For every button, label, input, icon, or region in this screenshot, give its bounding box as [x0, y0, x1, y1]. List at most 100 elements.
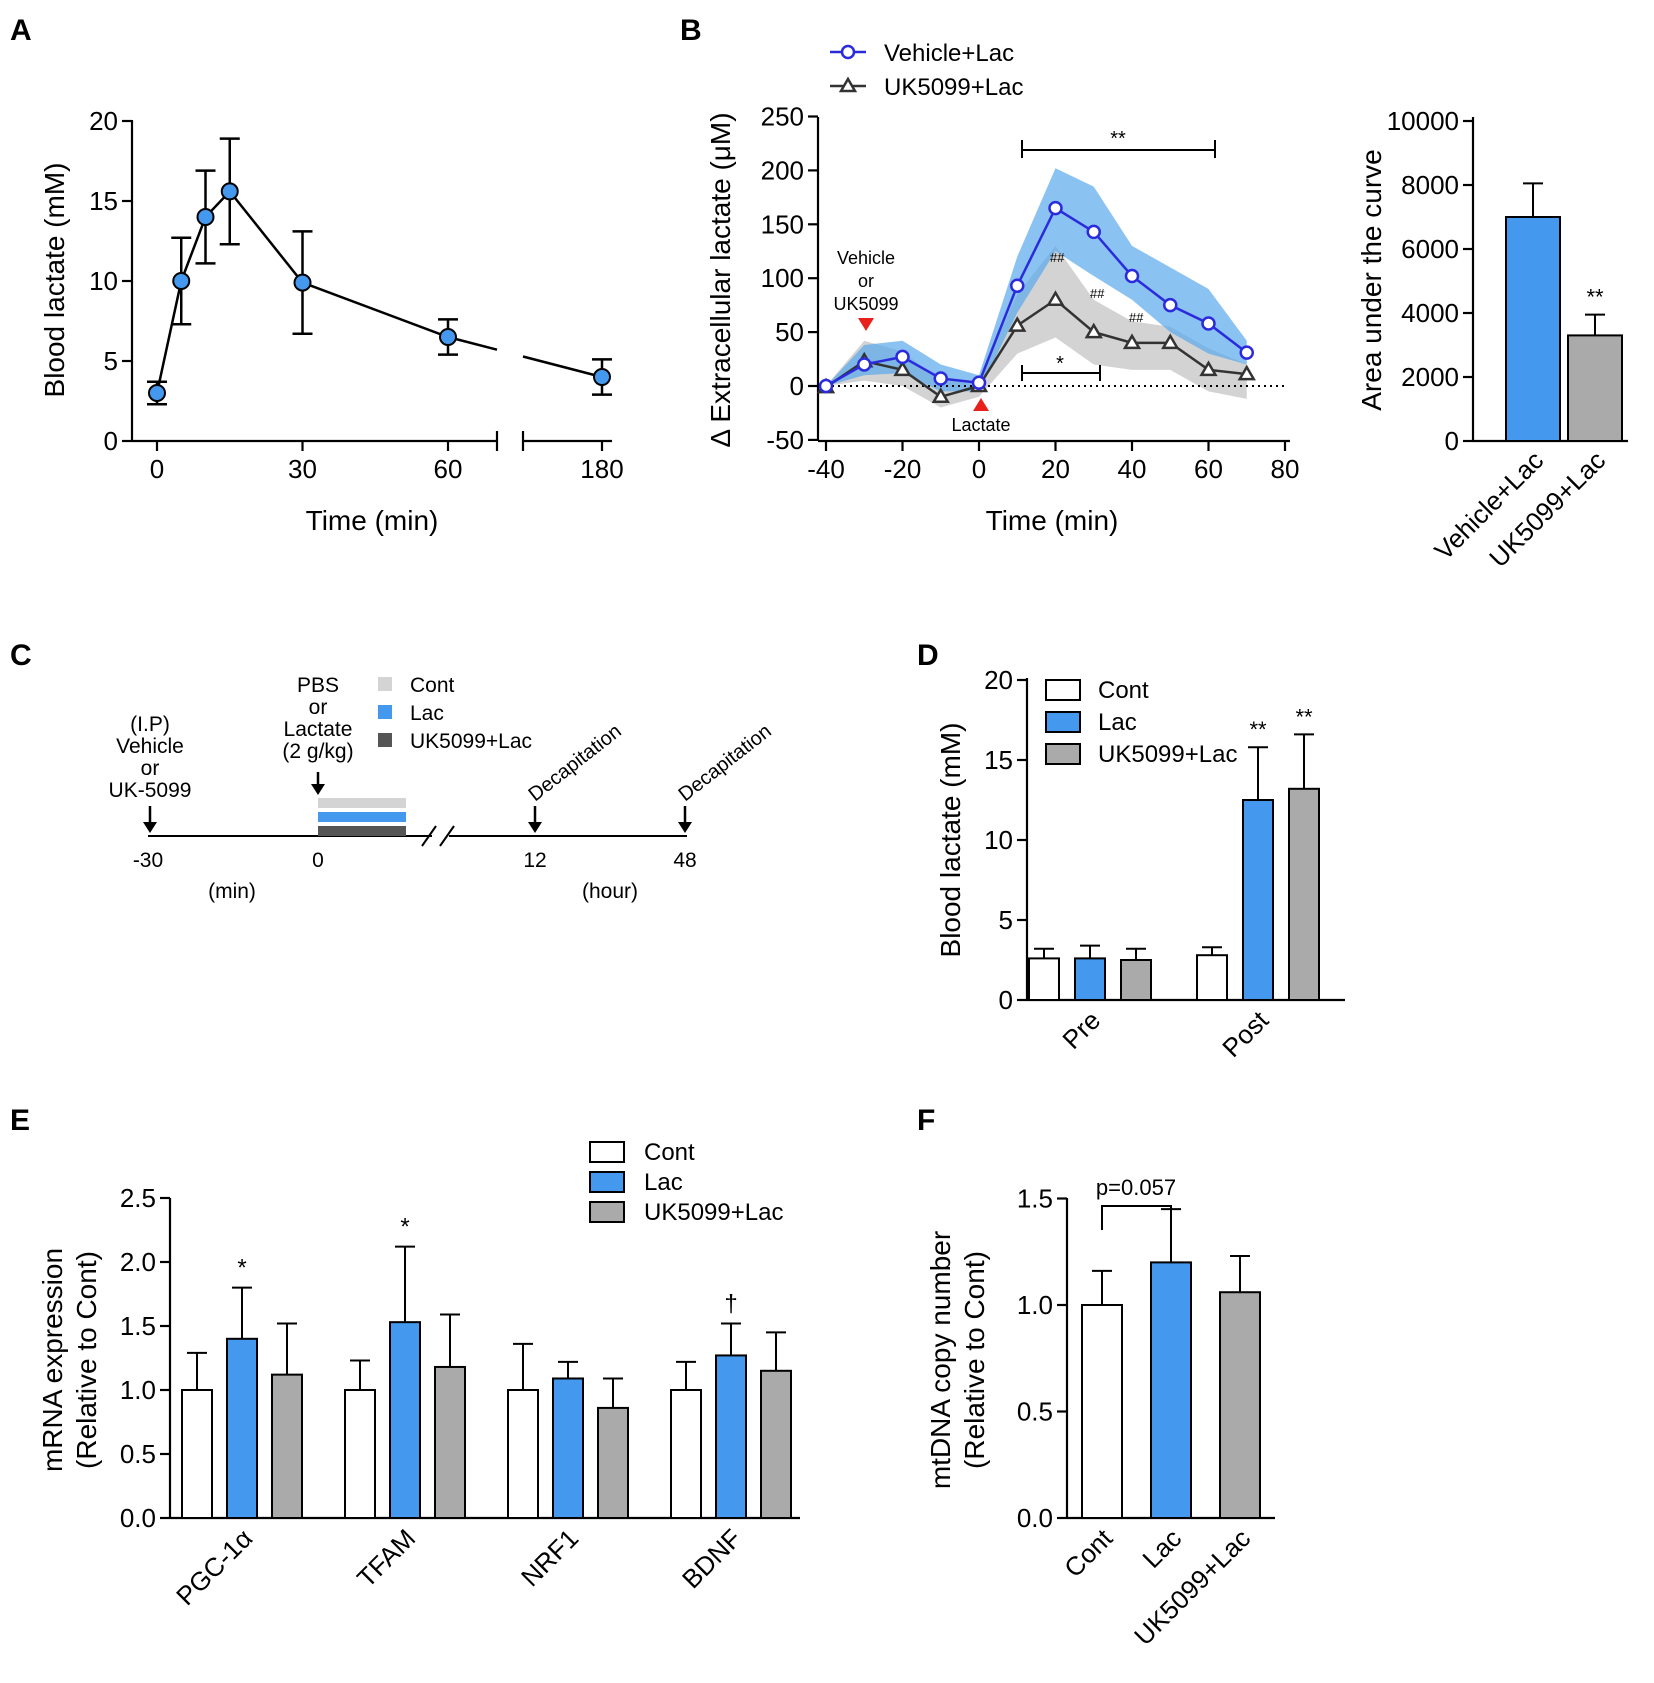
timeline-ip-label: (I.P) [130, 713, 170, 736]
panel-e-ytick-label: 1.5 [120, 1311, 156, 1341]
panel-d-sig: ** [1249, 717, 1267, 742]
panel-d-bar [1074, 957, 1106, 1002]
panel-b-uk-point [1084, 322, 1103, 339]
panel-a-data-point [148, 384, 166, 402]
panel-f-ytick-label: 0.5 [1017, 1397, 1053, 1427]
panel-b-vehicle-label: Vehicle [837, 248, 895, 268]
panel-a-xtick-label: 30 [288, 454, 317, 484]
panel-b-vehicle-point [895, 349, 910, 365]
timeline-legend-cont-swatch [378, 677, 392, 691]
panel-d-bar [1120, 959, 1152, 1001]
timeline-or2-label: or [309, 696, 328, 719]
timeline-break-2 [439, 825, 455, 847]
panel-a-ytick-label: 10 [89, 266, 118, 296]
timeline-arrow-3-head [528, 822, 542, 833]
panel-a-ytick-label: 15 [89, 186, 118, 216]
panel-d-legend-swatch [1045, 711, 1081, 733]
panel-e-bar [344, 1389, 376, 1519]
panel-b-ytick-label: 0 [790, 371, 804, 401]
panel-c-timeline: (I.P) Vehicle or UK-5099 PBS or Lactate … [109, 674, 776, 903]
panel-b-uk-point [931, 387, 950, 404]
panel-b-uk-point [1122, 333, 1142, 350]
panel-b-uk5099-label: UK5099 [833, 294, 898, 314]
panel-label-b: B [680, 14, 702, 47]
panel-b-vehicle-arrow [858, 318, 874, 331]
panel-b-uk-point [1199, 360, 1218, 377]
panel-b-hash-2: ## [1090, 286, 1105, 301]
panel-e-category-label: BDNF [676, 1523, 747, 1594]
panel-a-data-point [439, 328, 457, 346]
timeline-arrow-4-head [678, 822, 692, 833]
panel-e-bar [552, 1377, 584, 1519]
panel-b-legend-vehicle: Vehicle+Lac [884, 40, 1014, 67]
panel-b-auc-bar [1505, 216, 1561, 442]
panel-b-band-0 [826, 168, 1247, 392]
panel-f-pvalue: p=0.057 [1096, 1175, 1176, 1200]
panel-b-auc-ytick-label: 0 [1445, 426, 1459, 456]
panel-b-auc-y-label: Area under the curve [1356, 149, 1387, 411]
panel-b-ytick-label: 150 [761, 209, 804, 239]
panel-f-category-label: Cont [1058, 1522, 1119, 1583]
panel-e-bar [181, 1389, 213, 1519]
panel-e-legend-swatch [589, 1171, 625, 1193]
panel-f-bar [1081, 1304, 1123, 1519]
timeline-tick-4: 48 [673, 849, 696, 872]
panel-a-xtick-label: 180 [580, 454, 623, 484]
timeline-tick-1: -30 [133, 849, 163, 872]
panel-b-xtick-label: -40 [807, 454, 845, 484]
panel-d-bar [1242, 799, 1274, 1001]
panel-b-auc-ytick-label: 2000 [1401, 362, 1459, 392]
panel-b-ytick-label: 50 [775, 317, 804, 347]
timeline-tick-3: 12 [523, 849, 546, 872]
panel-b-lactate-arrow [973, 398, 989, 411]
panel-b-uk-point [1008, 316, 1027, 332]
panel-label-d: D [917, 639, 939, 672]
timeline-unit-min: (min) [208, 880, 256, 903]
timeline-legend-cont: Cont [410, 674, 455, 697]
panel-b-ytick-label: 250 [761, 102, 804, 132]
timeline-vehicle-label: Vehicle [116, 735, 184, 758]
timeline-legend-uk-swatch [378, 733, 392, 747]
panel-b-legend-uk: UK5099+Lac [884, 74, 1023, 101]
timeline-decap1-label: Decapitation [525, 720, 626, 806]
panel-e-sig: * [400, 1214, 409, 1241]
panel-d-ytick-label: 15 [984, 745, 1013, 775]
panel-b-uk-point [1046, 290, 1065, 307]
panel-e-legend-swatch [589, 1201, 625, 1223]
panel-d-ytick-label: 20 [984, 665, 1013, 695]
panel-b-uk-point [1237, 364, 1256, 381]
panel-b-vehicle-point [1124, 268, 1140, 284]
panel-b-vehicle-point [857, 357, 872, 372]
panel-e-legend-label: UK5099+Lac [644, 1199, 783, 1226]
panel-b-xtick-label: 20 [1041, 454, 1070, 484]
panel-d-ytick-label: 10 [984, 825, 1013, 855]
panel-d-legend-label: Cont [1098, 677, 1149, 704]
panel-f-bar [1150, 1261, 1192, 1520]
panel-b-ytick-label: 100 [761, 263, 804, 293]
panel-b-auc-ytick-label: 10000 [1387, 106, 1459, 136]
panel-e-category-label: NRF1 [515, 1523, 584, 1592]
panel-e-chart: 0.0 0.5 1.0 1.5 2.0 2.5 * * † PGC-1α TFAM NRF1 BDN… [37, 1139, 800, 1611]
panel-d-legend-swatch [1045, 743, 1081, 765]
panel-d-ytick-label: 0 [999, 985, 1013, 1015]
panel-b-uk-point [1161, 333, 1180, 350]
panel-b-sig-bracket-bottom [1021, 365, 1101, 381]
panel-f-y-label-2: (Relative to Cont) [959, 1251, 990, 1469]
panel-b-xtick-label: 60 [1194, 454, 1223, 484]
panel-a-chart: 0 5 10 15 20 0 30 60 180 Time (min) Blood lacta… [39, 106, 624, 536]
panel-e-bar [715, 1354, 747, 1519]
panel-e-legend-swatch [589, 1141, 625, 1163]
panel-e-legend-label: Lac [644, 1169, 683, 1196]
panel-b-vehicle-point [818, 378, 834, 394]
panel-a-data-point [593, 368, 611, 386]
timeline-legend-lac-swatch [378, 705, 392, 719]
panel-e-ytick-label: 2.5 [120, 1183, 156, 1213]
panel-d-y-label: Blood lactate (mM) [935, 723, 966, 958]
panel-b-y-label: Δ Extracellular lactate (μM) [705, 112, 736, 447]
panel-b-auc-ytick-label: 8000 [1401, 170, 1459, 200]
panel-a-data-point [220, 182, 239, 201]
